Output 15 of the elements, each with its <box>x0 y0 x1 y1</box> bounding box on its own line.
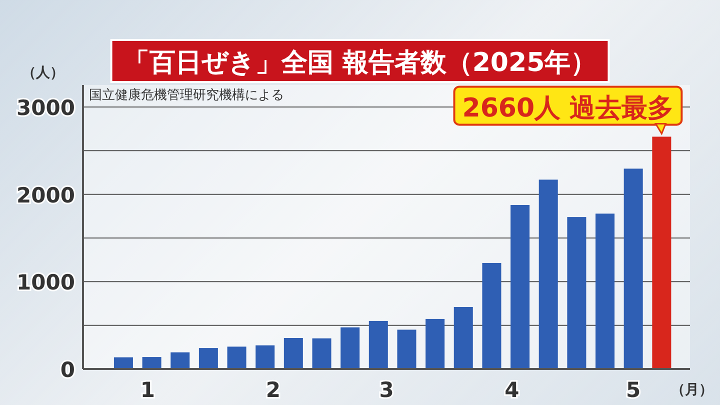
x-tick-label: 4 <box>504 378 520 402</box>
y-axis-title: （人） <box>22 65 64 81</box>
y-tick-label: 0 <box>60 358 75 382</box>
callout: 2660人 過去最多 <box>453 86 683 136</box>
x-axis-title: （月） <box>671 382 713 398</box>
text: 国立健康危機管理研究機構による <box>89 87 284 103</box>
y-tick-label: 3000 <box>16 96 75 120</box>
x-tick-label: 3 <box>379 378 394 402</box>
y-tick-label: 2000 <box>16 183 75 208</box>
x-tick-label: 2 <box>266 378 281 402</box>
chart-title: 「百日ぜき」全国 報告者数（2025年） <box>123 48 597 78</box>
y-tick-label: 1000 <box>16 270 75 295</box>
x-tick-label: 1 <box>140 378 156 402</box>
x-tick-label: 5 <box>626 378 641 402</box>
annotation: 2660人 過去最多 <box>462 94 674 124</box>
